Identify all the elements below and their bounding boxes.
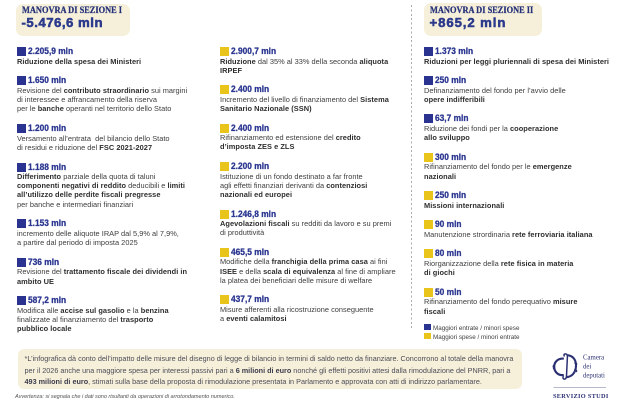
svg-text:Camera: Camera: [583, 355, 604, 362]
svg-text:deputati: deputati: [583, 373, 605, 380]
svg-text:dei: dei: [583, 364, 591, 371]
svg-text:SERVIZIO STUDI: SERVIZIO STUDI: [553, 393, 609, 400]
